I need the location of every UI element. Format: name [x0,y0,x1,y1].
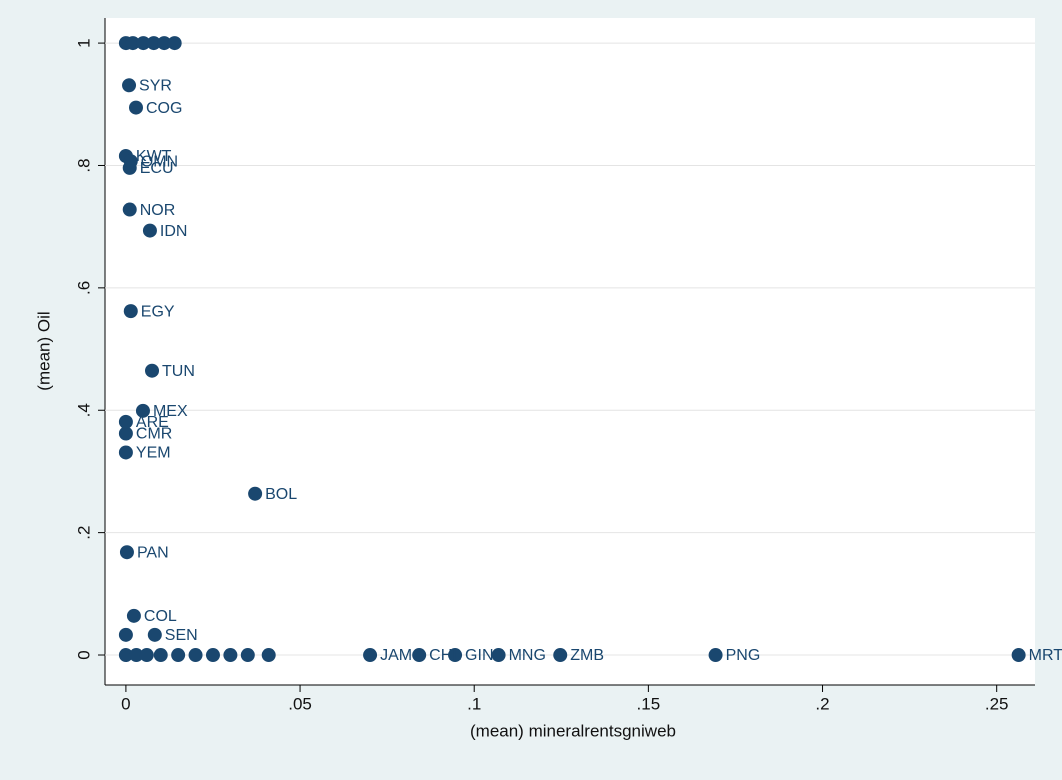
point [129,100,143,115]
point [205,648,220,663]
point [123,154,138,169]
point [136,36,151,51]
point [118,426,133,441]
point [708,648,723,663]
point-label: PNG [726,647,761,664]
point [118,627,133,642]
point-label: ARE [136,414,169,431]
point-label: COL [144,608,177,625]
point-label: ZMB [570,647,604,664]
point-label: MEX [153,403,188,420]
point [125,36,140,51]
x-tick-label: .1 [467,694,481,713]
point [261,648,276,663]
point-label: MNG [509,647,546,664]
point [118,445,133,460]
point [188,648,203,663]
point [248,486,263,501]
y-tick-label: 1 [74,38,93,47]
x-tick-label: .15 [637,694,661,713]
x-tick-label: .25 [985,694,1009,713]
point-label: CHL [429,647,461,664]
point [146,36,161,51]
point [142,223,157,238]
y-tick-label: .8 [74,158,93,172]
y-tick-label: .4 [74,403,93,417]
point [171,648,186,663]
point [553,648,568,663]
point [135,403,150,418]
point [223,648,238,663]
point-label: BOL [265,486,297,503]
point [126,608,141,623]
point-label: CMR [136,426,172,443]
point-label: JAM [380,647,412,664]
point [119,545,134,560]
point [129,648,144,663]
point-label: NOR [140,202,176,219]
point [412,648,427,663]
point [491,648,506,663]
y-tick-label: .6 [74,281,93,295]
point [157,36,172,51]
point-label: PAN [137,544,169,561]
x-tick-label: .05 [288,694,312,713]
point [122,78,137,93]
point-label: COG [146,100,182,117]
point [240,648,255,663]
point [122,202,137,217]
point [363,648,378,663]
point [1011,648,1026,663]
point-label: EGY [141,303,175,320]
plot-area [105,18,1035,685]
point-label: ECU [140,160,174,177]
point [123,304,138,319]
point-label: MRT [1029,647,1062,664]
point [448,648,463,663]
point-label: IDN [160,223,188,240]
point [145,363,160,378]
point-label: TUN [162,363,195,380]
point-label: OMN [141,153,178,170]
point [147,627,162,642]
point-label: YEM [136,445,171,462]
point [118,414,133,429]
x-tick-label: 0 [121,694,130,713]
x-tick-label: .2 [815,694,829,713]
y-tick-label: 0 [74,650,93,659]
point [153,648,168,663]
y-tick-label: .2 [74,526,93,540]
y-axis-title: (mean) Oil [34,311,53,390]
point [118,648,133,663]
point-label: SYR [139,78,172,95]
point-label: KWT [136,148,172,165]
point-label: GIN [465,647,493,664]
x-axis-title: (mean) mineralrentsgniweb [470,721,676,740]
point-label: SEN [165,627,198,644]
point [139,648,154,663]
point [167,36,182,51]
